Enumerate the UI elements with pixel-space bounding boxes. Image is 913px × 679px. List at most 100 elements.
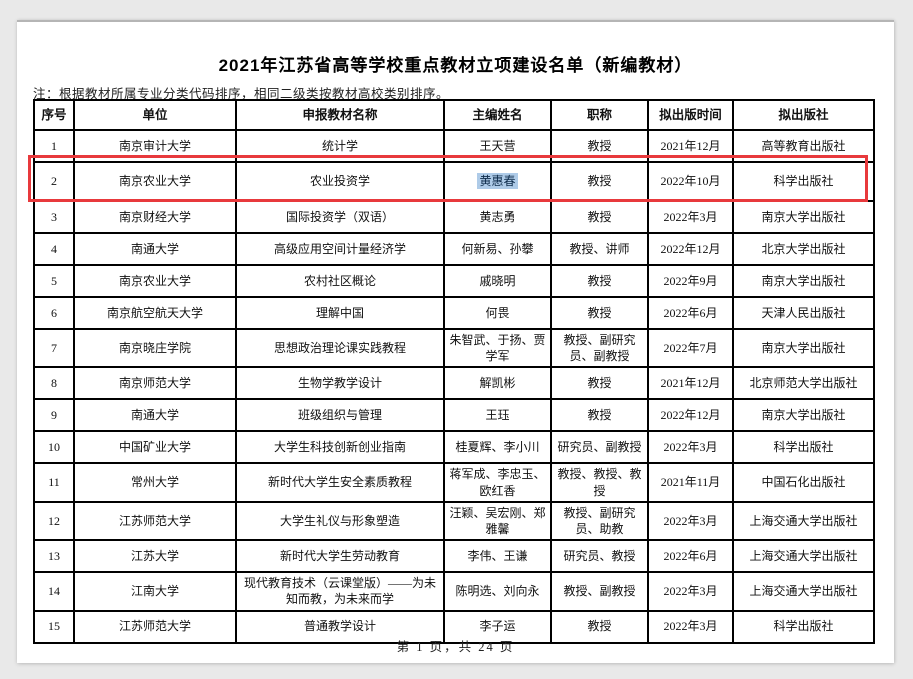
table-row: 14 江南大学 现代教育技术（云课堂版）——为未知而教，为未来而学 陈明选、刘向永 教授… [33,571,875,612]
table-cell: 李伟、王谦 [443,539,552,574]
table-cell: 江苏师范大学 [73,609,237,644]
table-cell: 新时代大学生劳动教育 [235,539,445,574]
table-cell: 高等教育出版社 [732,129,875,163]
col-header-seq: 序号 [33,99,75,131]
table-row: 6 南京航空航天大学 理解中国 何畏 教授 2022年6月 天津人民出版社 [33,296,875,330]
table-cell: 何畏 [443,296,552,330]
table-cell: 教授 [550,609,649,644]
table-cell: 2022年3月 [647,571,734,612]
table-cell: 7 [33,327,75,369]
page-number: 第 1 页，共 24 页 [396,640,515,654]
table-row: 5 南京农业大学 农村社区概论 戚晓明 教授 2022年9月 南京大学出版社 [33,264,875,298]
table-cell: 教授 [550,161,649,202]
table-cell: 南京财经大学 [73,200,237,234]
col-header-publisher: 拟出版社 [732,99,875,131]
table-cell: 南京大学出版社 [732,327,875,369]
table-cell: 教授 [550,366,649,401]
table-cell: 南京审计大学 [73,129,237,163]
table-cell: 南京大学出版社 [732,200,875,234]
table-cell: 新时代大学生安全素质教程 [235,462,445,503]
table-cell: 2022年3月 [647,500,734,542]
table-cell: 陈明选、刘向永 [443,571,552,612]
table-cell: 南京师范大学 [73,366,237,401]
table-cell: 王珏 [443,398,552,433]
table-cell: 解凯彬 [443,366,552,401]
table-cell: 王天营 [443,129,552,163]
table-cell: 蒋军成、李忠玉、欧红香 [443,462,552,503]
table-cell: 2022年10月 [647,161,734,202]
table-cell: 教授、副教授 [550,571,649,612]
table-cell: 农村社区概论 [235,264,445,298]
col-header-title: 职称 [550,99,649,131]
table-cell: 思想政治理论课实践教程 [235,327,445,369]
table-cell: 教授 [550,200,649,234]
document-page: 2021年江苏省高等学校重点教材立项建设名单（新编教材） 注：根据教材所属专业分… [17,20,894,663]
table-cell: 现代教育技术（云课堂版）——为未知而教，为未来而学 [235,571,445,612]
sort-note: 注：根据教材所属专业分类代码排序，相同二级类按教材高校类别排序。 [33,87,450,101]
table-cell: 南京大学出版社 [732,264,875,298]
table-cell: 朱智武、于扬、贾学军 [443,327,552,369]
table-header: 序号 单位 申报教材名称 主编姓名 职称 拟出版时间 拟出版社 [33,99,875,131]
table-cell: 黄惠春 [443,161,552,202]
table-cell: 教授、副研究员、副教授 [550,327,649,369]
table-cell: 大学生科技创新创业指南 [235,430,445,465]
table-cell: 中国矿业大学 [73,430,237,465]
table-cell: 上海交通大学出版社 [732,500,875,542]
table-cell: 5 [33,264,75,298]
col-header-textbook: 申报教材名称 [235,99,445,131]
table-cell: 江南大学 [73,571,237,612]
table-cell: 14 [33,571,75,612]
table-cell: 汪颖、吴宏刚、郑雅馨 [443,500,552,542]
table-row: 3 南京财经大学 国际投资学（双语） 黄志勇 教授 2022年3月 南京大学出版社 [33,200,875,234]
table-cell: 2021年12月 [647,366,734,401]
table-cell: 研究员、教授 [550,539,649,574]
table-cell: 2022年12月 [647,232,734,266]
table-cell: 2021年11月 [647,462,734,503]
table-cell: 高级应用空间计量经济学 [235,232,445,266]
table-cell: 南通大学 [73,232,237,266]
table-cell: 2022年6月 [647,539,734,574]
table-cell: 2022年3月 [647,200,734,234]
table-cell: 南京航空航天大学 [73,296,237,330]
col-header-editor: 主编姓名 [443,99,552,131]
table-cell: 桂夏辉、李小川 [443,430,552,465]
table-cell: 中国石化出版社 [732,462,875,503]
table-cell: 北京师范大学出版社 [732,366,875,401]
table-cell: 班级组织与管理 [235,398,445,433]
table-cell: 10 [33,430,75,465]
table-cell: 科学出版社 [732,161,875,202]
table-cell: 4 [33,232,75,266]
col-header-pubdate: 拟出版时间 [647,99,734,131]
table-cell: 上海交通大学出版社 [732,539,875,574]
table-cell: 国际投资学（双语） [235,200,445,234]
table-cell: 2022年7月 [647,327,734,369]
table-row: 11 常州大学 新时代大学生安全素质教程 蒋军成、李忠玉、欧红香 教授、教授、教授 202… [33,462,875,503]
table-cell: 研究员、副教授 [550,430,649,465]
table-cell: 教授 [550,264,649,298]
table-cell: 科学出版社 [732,609,875,644]
table-cell: 李子运 [443,609,552,644]
table-cell: 南京大学出版社 [732,398,875,433]
table-cell: 教授、讲师 [550,232,649,266]
table-cell: 2022年3月 [647,609,734,644]
table-cell: 科学出版社 [732,430,875,465]
table-cell: 南京农业大学 [73,161,237,202]
table-cell: 3 [33,200,75,234]
table-cell: 何新易、孙攀 [443,232,552,266]
table-cell: 北京大学出版社 [732,232,875,266]
table-cell: 2022年6月 [647,296,734,330]
table-cell: 教授 [550,129,649,163]
table-cell: 大学生礼仪与形象塑造 [235,500,445,542]
table-cell: 12 [33,500,75,542]
table-cell: 上海交通大学出版社 [732,571,875,612]
table-cell: 2022年9月 [647,264,734,298]
table-cell: 江苏师范大学 [73,500,237,542]
table-cell: 6 [33,296,75,330]
page-title: 2021年江苏省高等学校重点教材立项建设名单（新编教材） [218,56,693,75]
table-cell: 教授 [550,398,649,433]
selected-text[interactable]: 黄惠春 [477,173,518,190]
table-cell: 8 [33,366,75,401]
table-row: 15 江苏师范大学 普通教学设计 李子运 教授 2022年3月 科学出版社 [33,609,875,644]
table-cell: 普通教学设计 [235,609,445,644]
table-cell: 2022年3月 [647,430,734,465]
